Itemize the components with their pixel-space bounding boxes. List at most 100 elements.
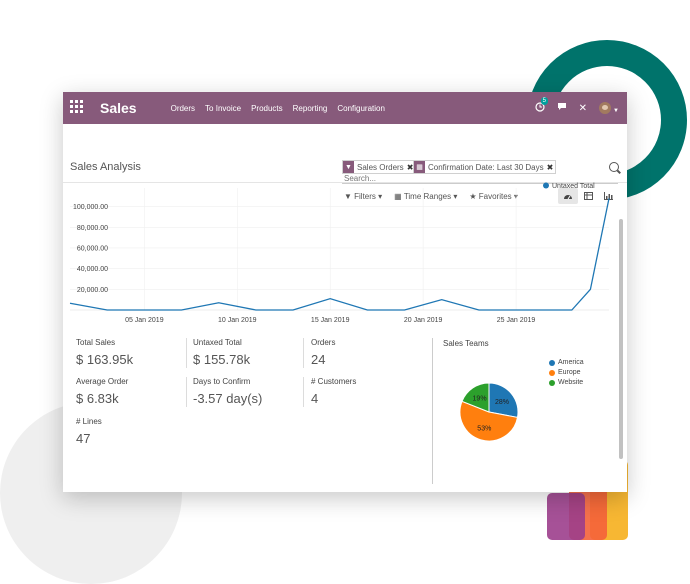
pie-slice-label: 53% <box>477 426 491 433</box>
kpi-label: Untaxed Total <box>193 338 242 347</box>
graph-view-button[interactable] <box>598 188 618 204</box>
y-tick-label: 20,000.00 <box>77 287 108 294</box>
series-line-untaxed-total <box>69 198 610 311</box>
kpi-lines[interactable]: # Lines 47 <box>76 417 102 446</box>
menu-products[interactable]: Products <box>251 103 283 113</box>
user-menu[interactable]: ▼ <box>599 99 619 117</box>
x-tick-label: 20 Jan 2019 <box>404 317 443 324</box>
remove-facet-icon[interactable]: ✖ <box>406 162 414 172</box>
app-window: Sales Orders To Invoice Products Reporti… <box>63 92 627 492</box>
menu-reporting[interactable]: Reporting <box>292 103 328 113</box>
calendar-icon: ▦ <box>414 161 425 173</box>
filters-dropdown[interactable]: ▼ Filters ▾ <box>344 192 383 201</box>
pivot-view-button[interactable] <box>578 188 598 204</box>
kpi-divider <box>303 377 304 407</box>
y-tick-label: 40,000.00 <box>77 266 108 273</box>
kpi-value: 24 <box>311 352 326 367</box>
legend-label: Untaxed Total <box>552 183 595 190</box>
dashboard-view-button[interactable] <box>558 188 578 204</box>
graph-icon <box>603 192 613 200</box>
kpi-value: $ 155.78k <box>193 352 251 367</box>
facet-label: Confirmation Date: Last 30 Days <box>428 162 544 172</box>
kpi-untaxed-total[interactable]: Untaxed Total $ 155.78k <box>193 338 250 367</box>
menu-to-invoice[interactable]: To Invoice <box>205 103 242 113</box>
kpi-orders[interactable]: Orders 24 <box>311 338 335 367</box>
kpi-customers[interactable]: # Customers 4 <box>311 377 356 406</box>
pie-slice-america[interactable] <box>488 382 519 419</box>
avatar <box>599 101 612 114</box>
search-bar: ▼ Sales Orders ✖ ▦ Confirmation Date: La… <box>342 159 618 184</box>
time-ranges-label: Time Ranges <box>403 192 452 201</box>
legend-dot <box>543 182 549 189</box>
sales-teams-title: Sales Teams <box>443 339 489 348</box>
kpi-divider <box>303 338 304 368</box>
kpi-value: -3.57 day(s) <box>193 391 263 406</box>
remove-facet-icon[interactable]: ✖ <box>546 162 554 172</box>
legend-label: Europe <box>558 369 581 376</box>
page-title: Sales Analysis <box>70 161 141 173</box>
y-tick-label: 80,000.00 <box>77 225 108 232</box>
chevron-down-icon: ▼ <box>613 108 619 114</box>
legend-item-america[interactable]: America <box>549 359 584 366</box>
facet-sales-orders[interactable]: ▼ Sales Orders ✖ <box>342 160 417 174</box>
sales-teams-pie-chart: 28% 53% 19% <box>459 382 519 442</box>
sales-teams-divider <box>432 338 433 484</box>
time-ranges-dropdown[interactable]: ▦ Time Ranges ▾ <box>394 192 458 201</box>
legend-label: America <box>558 359 584 366</box>
kpi-value: 4 <box>311 391 319 406</box>
pie-slice-europe[interactable] <box>459 400 519 442</box>
facet-confirmation-date[interactable]: ▦ Confirmation Date: Last 30 Days ✖ <box>413 160 557 174</box>
scrollbar[interactable] <box>619 219 623 459</box>
x-tick-label: 10 Jan 2019 <box>218 317 257 324</box>
dashboard-icon <box>564 195 572 200</box>
kpi-label: Average Order <box>76 377 129 386</box>
menu-orders[interactable]: Orders <box>170 103 196 113</box>
search-input[interactable] <box>344 174 534 183</box>
x-tick-label: 05 Jan 2019 <box>125 317 164 324</box>
filters-label: Filters <box>354 192 376 201</box>
filter-icon: ▼ <box>343 161 354 173</box>
legend-dot <box>549 359 555 366</box>
kpi-value: 47 <box>76 431 91 446</box>
chat-icon[interactable] <box>557 102 567 114</box>
menu-configuration[interactable]: Configuration <box>337 103 385 113</box>
kpi-label: Days to Confirm <box>193 377 251 386</box>
x-tick-label: 15 Jan 2019 <box>311 317 350 324</box>
control-panel: Sales Analysis ▼ Sales Orders ✖ ▦ Confir… <box>63 124 627 204</box>
close-icon[interactable]: ✕ <box>578 102 588 114</box>
pie-slice-label: 19% <box>473 396 487 403</box>
kpi-divider <box>186 338 187 368</box>
top-navbar: Sales Orders To Invoice Products Reporti… <box>63 92 627 124</box>
activity-badge: 5 <box>540 96 548 105</box>
search-icon[interactable] <box>609 162 619 172</box>
legend-dot <box>549 379 555 386</box>
kpi-label: # Customers <box>311 377 357 386</box>
kpi-label: # Lines <box>76 417 102 426</box>
kpi-divider <box>186 377 187 407</box>
legend-dot <box>549 369 555 376</box>
sales-teams-legend: America Europe Website <box>549 359 584 389</box>
legend-item-europe[interactable]: Europe <box>549 369 584 376</box>
legend-label: Website <box>558 379 584 386</box>
kpi-days-to-confirm[interactable]: Days to Confirm -3.57 day(s) <box>193 377 262 406</box>
untaxed-total-line-chart: 20,000.00 40,000.00 60,000.00 80,000.00 100,… <box>69 182 610 324</box>
apps-grid-icon[interactable] <box>70 100 86 116</box>
pivot-icon <box>583 192 593 200</box>
x-tick-label: 25 Jan 2019 <box>497 317 536 324</box>
kpi-average-order[interactable]: Average Order $ 6.83k <box>76 377 128 406</box>
pie-slice-label: 28% <box>495 399 509 406</box>
kpi-total-sales[interactable]: Total Sales $ 163.95k <box>76 338 133 367</box>
favorites-label: Favorites <box>478 192 512 201</box>
facet-label: Sales Orders <box>357 162 404 172</box>
y-tick-label: 100,000.00 <box>73 204 108 211</box>
legend-item-website[interactable]: Website <box>549 379 584 386</box>
kpi-label: Total Sales <box>76 338 116 347</box>
app-title: Sales <box>100 100 137 116</box>
y-tick-label: 60,000.00 <box>77 245 108 252</box>
activity-clock-icon[interactable]: 5 <box>535 96 548 115</box>
pie-slice-website[interactable] <box>461 382 490 413</box>
kpi-value: $ 163.95k <box>76 352 134 367</box>
kpi-value: $ 6.83k <box>76 391 119 406</box>
kpi-panel: Total Sales $ 163.95k Untaxed Total $ 15… <box>63 338 433 488</box>
kpi-label: Orders <box>311 338 336 347</box>
